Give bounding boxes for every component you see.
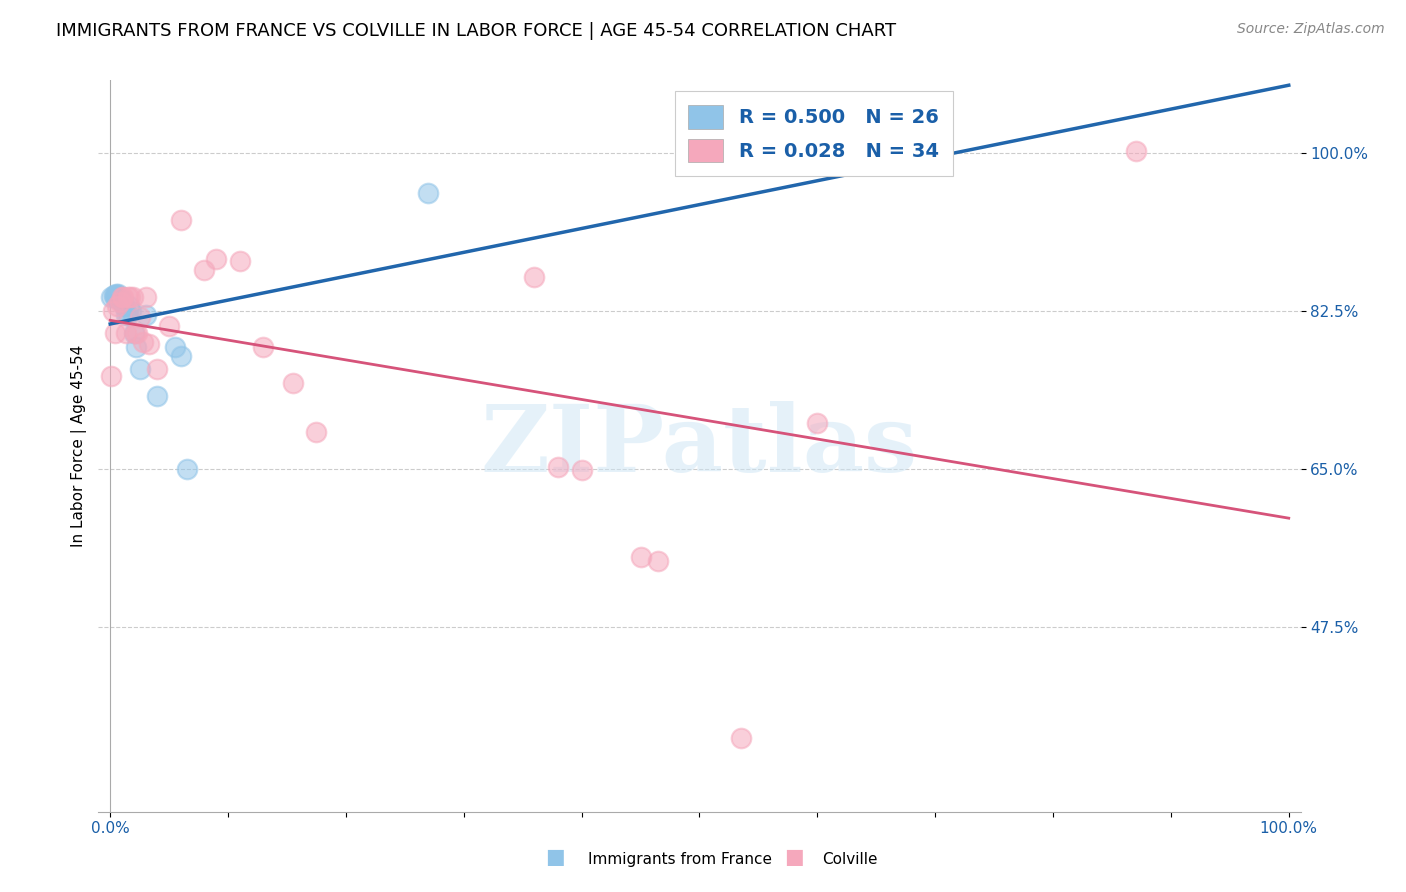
Point (806, 417, 828, 431)
Point (523, 270, 546, 285)
Point (112, 294, 135, 309)
Point (117, 308, 139, 322)
Point (104, 290, 127, 304)
Point (281, 376, 304, 390)
Point (100, 290, 122, 304)
Point (111, 294, 134, 309)
Point (105, 287, 128, 301)
Point (110, 292, 132, 306)
Point (418, 186, 440, 201)
Point (170, 349, 193, 363)
Point (138, 337, 160, 351)
Text: Immigrants from France: Immigrants from France (588, 852, 772, 867)
Point (124, 326, 146, 340)
Point (105, 299, 128, 313)
Point (146, 389, 169, 403)
Point (111, 290, 134, 304)
Text: ZIPatlas: ZIPatlas (481, 401, 918, 491)
Y-axis label: In Labor Force | Age 45-54: In Labor Force | Age 45-54 (72, 345, 87, 547)
Point (100, 369, 122, 384)
Point (135, 308, 157, 322)
Point (647, 554, 669, 568)
Point (205, 252, 228, 266)
Point (127, 326, 149, 340)
Point (547, 459, 569, 474)
Point (112, 299, 135, 313)
Point (135, 290, 157, 304)
Point (128, 310, 150, 324)
Point (125, 340, 148, 354)
Point (122, 326, 145, 340)
Point (120, 303, 142, 318)
Point (170, 213, 193, 227)
Text: ■: ■ (546, 847, 565, 867)
Text: Colville: Colville (823, 852, 877, 867)
Point (305, 425, 328, 440)
Point (571, 463, 593, 477)
Point (108, 294, 131, 309)
Point (121, 290, 143, 304)
Point (730, 731, 752, 745)
Point (104, 326, 127, 340)
Point (107, 287, 129, 301)
Point (176, 461, 198, 475)
Point (146, 362, 169, 376)
Point (105, 288, 128, 302)
Point (163, 340, 186, 354)
Point (120, 290, 142, 304)
Point (114, 308, 136, 322)
Point (128, 362, 150, 376)
Text: ■: ■ (785, 847, 804, 867)
Legend: R = 0.500   N = 26, R = 0.028   N = 34: R = 0.500 N = 26, R = 0.028 N = 34 (675, 92, 953, 176)
Point (108, 290, 131, 304)
Point (107, 292, 129, 306)
Point (101, 303, 124, 318)
Point (193, 263, 215, 277)
Point (630, 550, 652, 565)
Point (114, 326, 136, 340)
Point (252, 340, 274, 354)
Point (229, 253, 252, 268)
Point (112, 290, 135, 304)
Text: Source: ZipAtlas.com: Source: ZipAtlas.com (1237, 22, 1385, 37)
Point (132, 335, 155, 350)
Point (103, 288, 125, 302)
Point (1125, 144, 1147, 158)
Point (118, 299, 141, 313)
Point (108, 292, 131, 306)
Text: IMMIGRANTS FROM FRANCE VS COLVILLE IN LABOR FORCE | AGE 45-54 CORRELATION CHART: IMMIGRANTS FROM FRANCE VS COLVILLE IN LA… (56, 22, 897, 40)
Point (117, 290, 139, 304)
Point (157, 318, 180, 333)
